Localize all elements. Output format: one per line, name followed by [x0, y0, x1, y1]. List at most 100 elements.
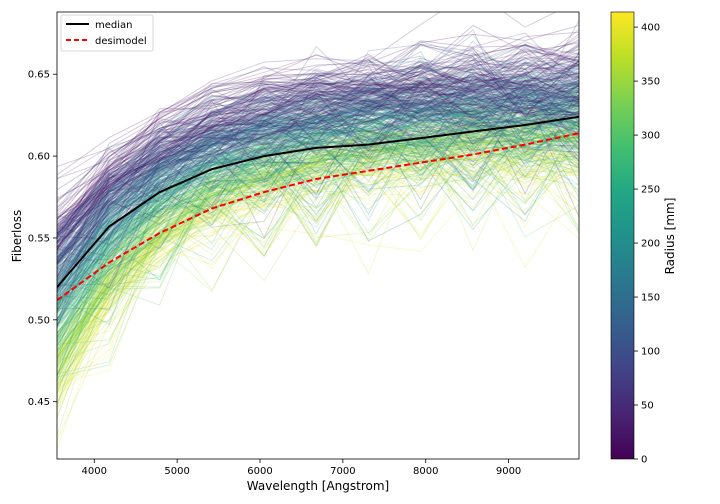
fiber-line [57, 118, 579, 314]
fiber-line [57, 92, 579, 212]
fiber-line [57, 86, 579, 312]
fiber-line [57, 89, 579, 224]
fiber-line [57, 99, 579, 259]
fiber-line [57, 145, 579, 327]
fiber-line [57, 97, 579, 375]
fiber-line [57, 110, 579, 348]
y-tick-label: 0.60 [28, 152, 50, 163]
fiber-line [57, 91, 579, 312]
fiber-line [57, 113, 579, 334]
fiber-line [57, 124, 579, 317]
fiber-line [57, 109, 579, 381]
fiber-line [57, 73, 579, 278]
fiber-line [57, 79, 579, 328]
fiber-line [57, 82, 579, 231]
fiber-line [57, 28, 579, 239]
fiber-line [57, 117, 579, 374]
fiber-line [57, 129, 579, 368]
fiber-line [57, 138, 579, 334]
fiber-line [57, 123, 579, 295]
fiber-line [57, 114, 579, 311]
fiber-line [57, 126, 579, 364]
fiber-line [57, 89, 579, 310]
fiber-line [57, 50, 579, 265]
fiber-line [57, 102, 579, 343]
fiber-line [57, 94, 579, 254]
fiber-line [57, 122, 579, 309]
fiber-line [57, 82, 579, 279]
fiber-line [57, 91, 579, 244]
fiber-line [57, 76, 579, 216]
colorbar-tick-label: 350 [641, 77, 660, 88]
fiber-line [57, 100, 579, 264]
fiber-line [57, 78, 579, 238]
fiber-line [57, 90, 579, 259]
fiber-line [57, 85, 579, 244]
x-axis-label: Wavelength [Angstrom] [247, 479, 389, 493]
fiber-line [57, 75, 579, 263]
fiber-line [57, 77, 579, 294]
fiber-line [57, 135, 579, 329]
fiber-line [57, 91, 579, 285]
fiber-line [57, 43, 579, 254]
fiber-line [57, 60, 579, 245]
fiber-line [57, 83, 579, 228]
fiber-line [57, 113, 579, 351]
fiber-line [57, 65, 579, 238]
fiber-line [57, 51, 579, 250]
fiber-line [57, 96, 579, 287]
y-axis-ticks: 0.45 0.50 0.55 0.60 0.65 [28, 70, 57, 408]
fiber-line [57, 66, 579, 261]
fiber-line [57, 83, 579, 289]
fiber-line [57, 99, 579, 313]
fiber-line [57, 132, 579, 381]
x-axis-ticks: 4000 5000 6000 7000 8000 9000 [82, 459, 521, 477]
fiber-line [57, 121, 579, 328]
fiber-line [57, 152, 579, 327]
fiber-line [57, 94, 579, 330]
fiber-line [57, 164, 579, 394]
fiber-line [57, 107, 579, 337]
fiber-line [57, 127, 579, 294]
fiber-line [57, 93, 579, 260]
fiber-line [57, 139, 579, 310]
fiber-line [57, 44, 579, 226]
fiber-line [57, 84, 579, 291]
fiber-line [57, 58, 579, 230]
fiber-line [57, 74, 579, 305]
y-tick-label: 0.45 [28, 397, 50, 408]
fiber-line [57, 67, 579, 239]
fiber-line [57, 100, 579, 321]
fiber-line [57, 84, 579, 286]
fiber-line [57, 97, 579, 304]
colorbar-ticks: 0 50 100 150 200 250 300 350 400 [634, 23, 660, 466]
fiber-line [57, 148, 579, 361]
fiber-line [57, 96, 579, 342]
fiber-line [57, 136, 579, 326]
fiber-line [57, 89, 579, 306]
fiber-line [57, 139, 579, 395]
fiber-line [57, 116, 579, 378]
fiber-line [57, 124, 579, 389]
fiber-line [57, 31, 579, 240]
colorbar-tick-label: 150 [641, 293, 660, 304]
fiber-line [57, 63, 579, 226]
fiber-line [57, 78, 579, 234]
fiber-line [57, 51, 579, 263]
fiber-line [57, 110, 579, 248]
fiber-line [57, 118, 579, 384]
fiber-line [57, 97, 579, 258]
y-tick-label: 0.55 [28, 233, 50, 244]
fiber-line [57, 119, 579, 316]
fiber-line [57, 77, 579, 265]
fiber-line [57, 67, 579, 234]
fiber-line [57, 97, 579, 226]
fiber-line [57, 33, 579, 292]
fiber-line [57, 92, 579, 259]
fiber-line [57, 44, 579, 237]
fiber-line [57, 82, 579, 223]
fiber-line [57, 94, 579, 257]
fiber-line [57, 86, 579, 326]
fiber-line [57, 91, 579, 339]
fiber-line [57, 131, 579, 419]
